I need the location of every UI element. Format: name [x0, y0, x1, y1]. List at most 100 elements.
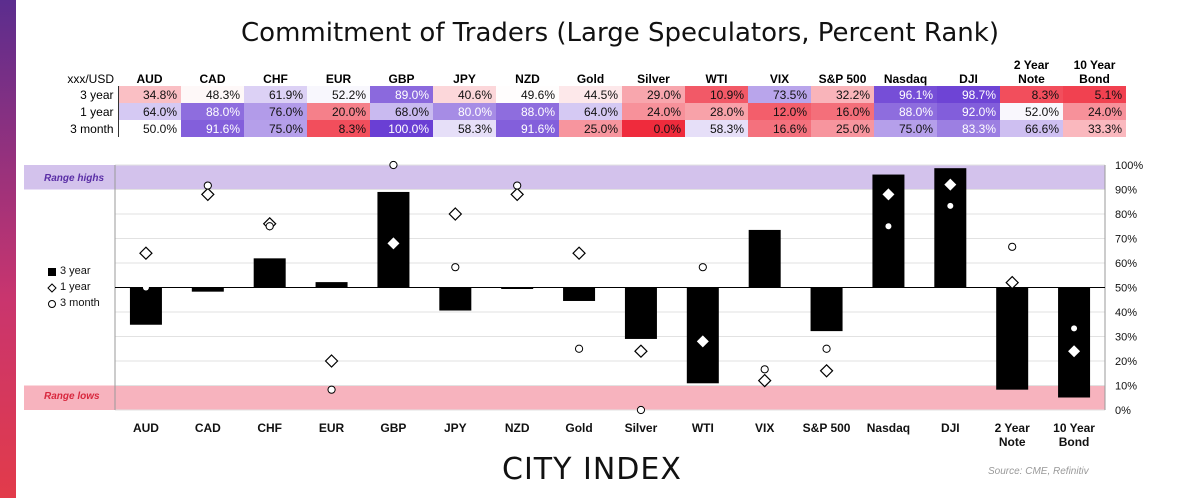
table-cell: 66.6%: [1000, 120, 1063, 137]
point-3-month: [142, 284, 149, 291]
bar-3-year: [686, 287, 719, 384]
point-1-year: [510, 187, 525, 202]
point-3-month: [389, 160, 398, 170]
legend-circle-swatch: [48, 300, 56, 308]
table-cell: 49.6%: [496, 86, 559, 103]
row-label: 3 month: [44, 120, 119, 137]
y-tick-label: 0%: [1115, 405, 1131, 417]
table-cell: 100.0%: [370, 120, 433, 137]
y-tick-label: 60%: [1115, 258, 1137, 270]
column-header-11: S&P 500: [818, 72, 867, 86]
point-1-year: [944, 178, 957, 191]
point-3-month: [947, 202, 954, 209]
column-header-12: Nasdaq: [883, 72, 928, 86]
percent-rank-table: xxx/USD AUD CAD CHF EUR GBP JPY NZD Gold Silver W…: [44, 58, 1126, 137]
y-tick-label: 30%: [1115, 332, 1137, 344]
y-tick-label: 10%: [1115, 381, 1137, 393]
column-header-0: AUD: [136, 72, 163, 86]
table-cell: 88.0%: [181, 103, 244, 120]
bar-3-year: [129, 287, 162, 325]
column-header-15: 10 Year Bond: [1073, 58, 1116, 86]
point-3-month: [636, 405, 646, 415]
x-tick-label: S&P 500: [803, 421, 851, 435]
column-header-9: WTI: [705, 72, 728, 86]
table-cell: 24.0%: [1063, 103, 1126, 120]
y-tick-label: 80%: [1115, 209, 1137, 221]
y-tick-label: 20%: [1115, 356, 1137, 368]
table-cell: 80.0%: [433, 103, 496, 120]
table-cell: 48.3%: [181, 86, 244, 103]
chart-title: Commitment of Traders (Large Speculators…: [241, 18, 999, 48]
column-header-7: Gold: [576, 72, 605, 86]
side-accent-bar: [0, 0, 16, 498]
x-tick-label: VIX: [755, 421, 774, 435]
point-3-month: [265, 222, 274, 231]
point-1-year: [696, 335, 709, 348]
point-1-year: [882, 188, 895, 201]
table-cell: 88.0%: [496, 103, 559, 120]
point-1-year: [448, 207, 463, 221]
table-cell: 5.1%: [1063, 86, 1126, 103]
table-cell: 73.5%: [748, 86, 811, 103]
point-3-month: [1008, 242, 1017, 251]
table-cell: 83.3%: [937, 120, 1000, 137]
point-1-year: [324, 354, 339, 368]
x-tick-label: CHF: [257, 421, 282, 435]
bar-3-year: [1058, 287, 1091, 398]
bar-3-year: [439, 287, 472, 311]
y-tick-label: 70%: [1115, 234, 1137, 246]
table-cell: 32.2%: [811, 86, 874, 103]
point-3-month: [451, 263, 460, 272]
column-header-6: NZD: [515, 72, 540, 86]
bar-3-year: [624, 287, 657, 339]
table-cell: 75.0%: [244, 120, 307, 137]
row-label: 3 year: [44, 86, 119, 103]
legend-3-month: 3 month: [60, 297, 100, 309]
table-cell: 91.6%: [181, 120, 244, 137]
table-cell: 8.3%: [1000, 86, 1063, 103]
x-tick-label: WTI: [692, 421, 714, 435]
x-tick-label: DJI: [941, 421, 960, 435]
point-3-month: [760, 365, 769, 374]
table-cell: 68.0%: [370, 103, 433, 120]
legend-1-year: 1 year: [60, 281, 91, 293]
row-label: 1 year: [44, 103, 119, 120]
table-cell: 52.0%: [1000, 103, 1063, 120]
range-lows-band: [24, 385, 1105, 410]
column-header-1: CAD: [199, 72, 226, 86]
table-cell: 61.9%: [244, 86, 307, 103]
point-1-year: [757, 373, 772, 388]
table-cell: 75.0%: [874, 120, 937, 137]
table-cell: 89.0%: [370, 86, 433, 103]
column-header-13: DJI: [959, 72, 978, 86]
x-tick-label: Gold: [565, 421, 592, 435]
range-lows-label: Range lows: [44, 391, 100, 402]
table-header-row: xxx/USD AUD CAD CHF EUR GBP JPY NZD Gold Silver W…: [44, 58, 1126, 86]
bar-3-year: [748, 229, 781, 288]
column-header-5: JPY: [453, 72, 476, 86]
table-cell: 88.0%: [874, 103, 937, 120]
point-1-year: [200, 187, 215, 202]
bar-3-year: [253, 258, 286, 288]
bar-3-year: [501, 287, 534, 289]
column-header-10: VIX: [769, 72, 790, 86]
x-tick-label: GBP: [380, 421, 406, 435]
table-cell: 50.0%: [118, 120, 181, 137]
bar-3-year: [996, 287, 1029, 390]
x-tick-label: CAD: [195, 421, 221, 435]
table-cell: 92.0%: [937, 103, 1000, 120]
table-cell: 10.9%: [685, 86, 748, 103]
source-note: Source: CME, Refinitiv: [988, 466, 1089, 477]
legend-diamond-swatch: [47, 283, 57, 293]
table-row: 3 year 34.8% 48.3% 61.9% 52.2% 89.0% 40.6% 49.6…: [44, 86, 1126, 103]
x-tick-label: EUR: [319, 421, 345, 435]
bar-3-year: [563, 287, 596, 301]
x-tick-label: AUD: [133, 421, 159, 435]
bar-3-year: [191, 287, 224, 292]
table-cell: 33.3%: [1063, 120, 1126, 137]
y-tick-label: 100%: [1115, 160, 1143, 172]
point-1-year: [387, 237, 400, 250]
point-3-month: [513, 181, 522, 190]
x-tick-label: 10 Year Bond: [1053, 421, 1095, 449]
